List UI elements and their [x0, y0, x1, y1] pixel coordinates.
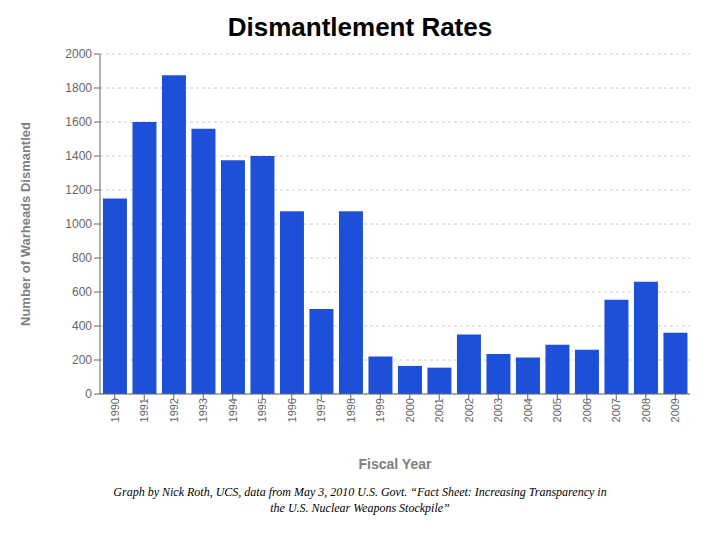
svg-text:2002: 2002 — [463, 398, 475, 422]
svg-text:1994: 1994 — [227, 398, 239, 422]
html-text:the U.S. Nuclear Weapons Stock: the U.S. Nuclear Weapons Stockpile” — [270, 501, 450, 515]
svg-text:2008: 2008 — [640, 398, 652, 422]
svg-text:1200: 1200 — [65, 183, 92, 197]
svg-text:2005: 2005 — [551, 398, 563, 422]
svg-text:1997: 1997 — [315, 398, 327, 422]
svg-text:1991: 1991 — [138, 398, 150, 422]
svg-text:600: 600 — [72, 285, 92, 299]
svg-text:1600: 1600 — [65, 115, 92, 129]
svg-text:1990: 1990 — [109, 398, 121, 422]
svg-text:1993: 1993 — [197, 398, 209, 422]
svg-text:Number of Warheads Dismantled: Number of Warheads Dismantled — [18, 122, 33, 326]
svg-text:2003: 2003 — [492, 398, 504, 422]
svg-text:400: 400 — [72, 319, 92, 333]
svg-text:1400: 1400 — [65, 149, 92, 163]
svg-text:1998: 1998 — [345, 398, 357, 422]
svg-text:1999: 1999 — [374, 398, 386, 422]
svg-text:800: 800 — [72, 251, 92, 265]
svg-text:1996: 1996 — [286, 398, 298, 422]
svg-text:1000: 1000 — [65, 217, 92, 231]
svg-text:0: 0 — [85, 387, 92, 401]
svg-text:2006: 2006 — [581, 398, 593, 422]
svg-text:1800: 1800 — [65, 81, 92, 95]
svg-text:1992: 1992 — [168, 398, 180, 422]
svg-text:200: 200 — [72, 353, 92, 367]
html-text:Graph by Nick Roth, UCS, data: Graph by Nick Roth, UCS, data from May 3… — [113, 485, 607, 499]
svg-text:1995: 1995 — [256, 398, 268, 422]
svg-text:Fiscal Year: Fiscal Year — [359, 456, 432, 472]
svg-text:2001: 2001 — [433, 398, 445, 422]
html-text:Dismantlement Rates: Dismantlement Rates — [227, 12, 493, 42]
svg-text:2000: 2000 — [65, 47, 92, 61]
svg-text:2009: 2009 — [669, 398, 681, 422]
svg-text:2004: 2004 — [522, 398, 534, 422]
svg-text:2000: 2000 — [404, 398, 416, 422]
svg-text:2007: 2007 — [610, 398, 622, 422]
